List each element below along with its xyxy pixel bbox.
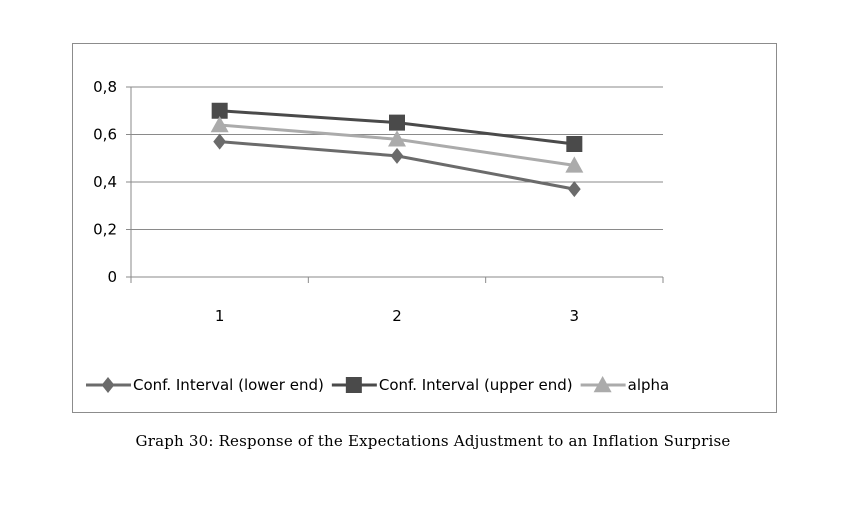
data-point-diamond: [567, 181, 581, 198]
legend: Conf. Interval (lower end) Conf. Interval…: [86, 376, 669, 394]
series-1: [211, 102, 583, 152]
x-tick-label: 2: [392, 307, 402, 325]
legend-marker: [593, 376, 612, 393]
legend-entry: alpha: [580, 376, 670, 394]
legend-label: alpha: [628, 376, 670, 394]
series-0: [213, 133, 581, 198]
chart-frame: [72, 43, 777, 413]
x-tick-label: 3: [570, 307, 580, 325]
data-point-diamond: [390, 147, 404, 164]
legend-marker: [345, 377, 362, 393]
legend-marker: [101, 377, 115, 393]
y-tick-label: 0,6: [93, 126, 117, 144]
data-point-square: [566, 136, 583, 152]
legend-entry: Conf. Interval (upper end): [331, 376, 573, 394]
data-point-square: [211, 102, 228, 119]
data-point-triangle: [388, 130, 406, 147]
y-tick-label: 0: [107, 268, 117, 286]
legend-entry: Conf. Interval (lower end): [86, 376, 324, 394]
series-2: [210, 116, 584, 173]
y-tick-label: 0,4: [93, 173, 117, 191]
series-layer: [210, 102, 584, 198]
legend-label: Conf. Interval (lower end): [133, 376, 324, 394]
y-tick-label: 0,8: [93, 78, 117, 96]
x-tick-label: 1: [215, 307, 225, 325]
figure-caption: Graph 30: Response of the Expectations A…: [135, 432, 731, 450]
y-tick-label: 0,2: [93, 221, 117, 239]
data-point-triangle: [565, 156, 584, 173]
data-point-diamond: [213, 133, 227, 150]
data-point-triangle: [210, 116, 229, 133]
legend-label: Conf. Interval (upper end): [379, 376, 573, 394]
axes: 0 0,2 0,4 0,6 0,8 1 2 3: [93, 78, 664, 325]
data-point-square: [389, 114, 405, 131]
